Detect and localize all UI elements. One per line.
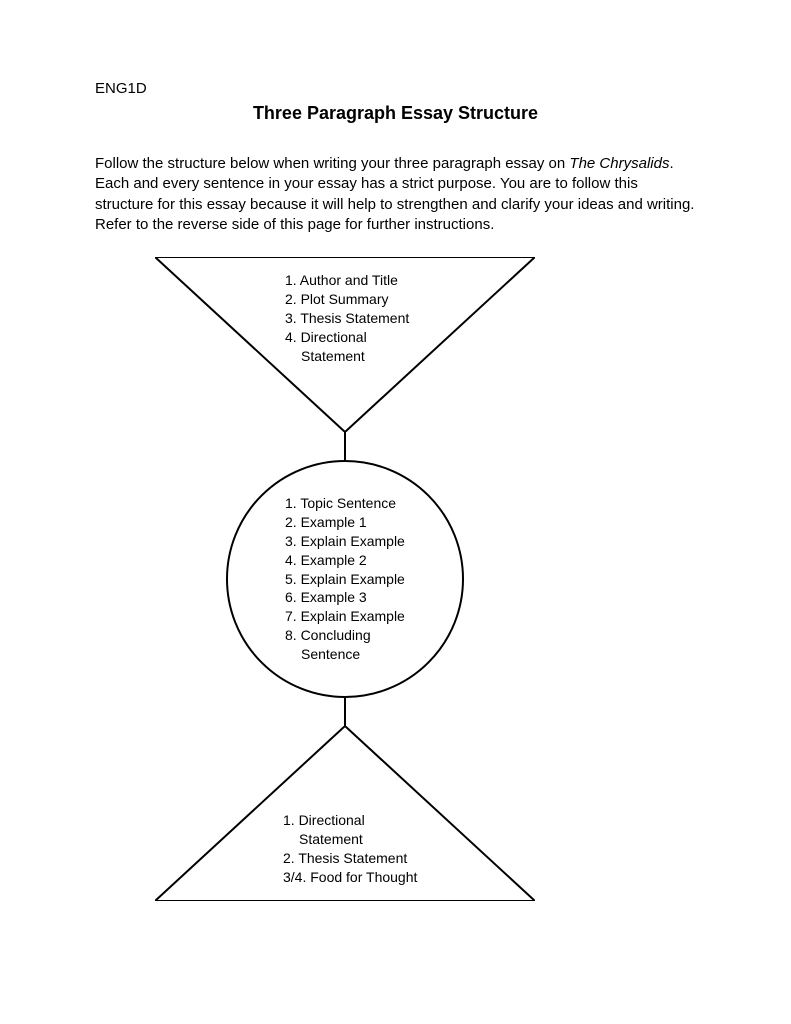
intro-item-4a: 4. Directional — [285, 328, 409, 347]
intro-shape-block: 1. Author and Title 2. Plot Summary 3. T… — [155, 257, 535, 432]
conclusion-item-1a: 1. Directional — [283, 811, 417, 830]
essay-structure-diagram: 1. Author and Title 2. Plot Summary 3. T… — [155, 257, 535, 901]
page-title: Three Paragraph Essay Structure — [95, 103, 696, 124]
body-text: 1. Topic Sentence 2. Example 1 3. Explai… — [285, 494, 405, 664]
instructions-part1: Follow the structure below when writing … — [95, 155, 569, 172]
body-item-4: 4. Example 2 — [285, 551, 405, 570]
conclusion-text: 1. Directional Statement 2. Thesis State… — [283, 811, 417, 887]
body-item-8b: Sentence — [285, 645, 405, 664]
connector-1 — [344, 432, 346, 460]
body-item-6: 6. Example 3 — [285, 588, 405, 607]
course-code: ENG1D — [95, 80, 696, 97]
intro-text: 1. Author and Title 2. Plot Summary 3. T… — [285, 271, 409, 365]
instructions-italic: The Chrysalids — [569, 155, 669, 172]
instructions-text: Follow the structure below when writing … — [95, 154, 696, 235]
body-item-3: 3. Explain Example — [285, 532, 405, 551]
body-shape-block: 1. Topic Sentence 2. Example 1 3. Explai… — [155, 460, 535, 698]
intro-item-3: 3. Thesis Statement — [285, 309, 409, 328]
conclusion-item-3: 3/4. Food for Thought — [283, 868, 417, 887]
body-item-1: 1. Topic Sentence — [285, 494, 405, 513]
body-item-7: 7. Explain Example — [285, 607, 405, 626]
intro-item-1: 1. Author and Title — [285, 271, 409, 290]
conclusion-item-1b: Statement — [283, 830, 417, 849]
conclusion-item-2: 2. Thesis Statement — [283, 849, 417, 868]
intro-item-4b: Statement — [285, 347, 409, 366]
intro-item-2: 2. Plot Summary — [285, 290, 409, 309]
body-item-8a: 8. Concluding — [285, 626, 405, 645]
body-item-2: 2. Example 1 — [285, 513, 405, 532]
conclusion-shape-block: 1. Directional Statement 2. Thesis State… — [155, 726, 535, 901]
body-item-5: 5. Explain Example — [285, 570, 405, 589]
connector-2 — [344, 698, 346, 726]
